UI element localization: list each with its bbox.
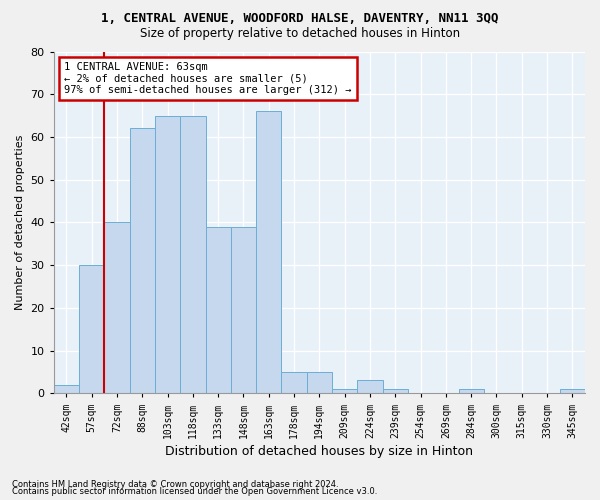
Bar bbox=[104, 222, 130, 394]
Bar bbox=[560, 389, 585, 394]
Bar bbox=[130, 128, 155, 394]
X-axis label: Distribution of detached houses by size in Hinton: Distribution of detached houses by size … bbox=[166, 444, 473, 458]
Y-axis label: Number of detached properties: Number of detached properties bbox=[15, 134, 25, 310]
Text: Contains HM Land Registry data © Crown copyright and database right 2024.: Contains HM Land Registry data © Crown c… bbox=[12, 480, 338, 489]
Text: 1, CENTRAL AVENUE, WOODFORD HALSE, DAVENTRY, NN11 3QQ: 1, CENTRAL AVENUE, WOODFORD HALSE, DAVEN… bbox=[101, 12, 499, 26]
Bar bbox=[383, 389, 408, 394]
Bar bbox=[79, 265, 104, 394]
Bar bbox=[231, 226, 256, 394]
Text: Contains public sector information licensed under the Open Government Licence v3: Contains public sector information licen… bbox=[12, 488, 377, 496]
Bar bbox=[281, 372, 307, 394]
Bar bbox=[358, 380, 383, 394]
Text: Size of property relative to detached houses in Hinton: Size of property relative to detached ho… bbox=[140, 28, 460, 40]
Bar bbox=[332, 389, 358, 394]
Bar bbox=[54, 384, 79, 394]
Text: 1 CENTRAL AVENUE: 63sqm
← 2% of detached houses are smaller (5)
97% of semi-deta: 1 CENTRAL AVENUE: 63sqm ← 2% of detached… bbox=[64, 62, 352, 95]
Bar bbox=[206, 226, 231, 394]
Bar bbox=[307, 372, 332, 394]
Bar bbox=[155, 116, 180, 394]
Bar bbox=[458, 389, 484, 394]
Bar bbox=[256, 112, 281, 394]
Bar bbox=[180, 116, 206, 394]
